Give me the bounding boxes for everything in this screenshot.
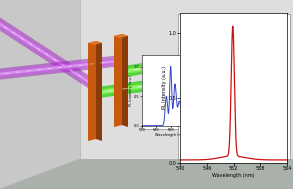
Polygon shape [88,41,96,141]
Y-axis label: PL Intensity (a.u.): PL Intensity (a.u.) [162,66,167,109]
Y-axis label: PL Intensity (a.u.): PL Intensity (a.u.) [129,74,133,106]
Polygon shape [96,41,102,141]
Polygon shape [122,34,128,127]
Polygon shape [142,59,200,129]
X-axis label: Wavelength (nm): Wavelength (nm) [155,133,186,137]
Polygon shape [114,34,122,127]
Polygon shape [114,34,128,38]
Polygon shape [0,159,293,189]
Polygon shape [0,0,80,189]
X-axis label: Wavelength (nm): Wavelength (nm) [212,173,255,178]
Polygon shape [80,0,293,159]
Polygon shape [88,41,102,45]
Polygon shape [178,14,290,159]
